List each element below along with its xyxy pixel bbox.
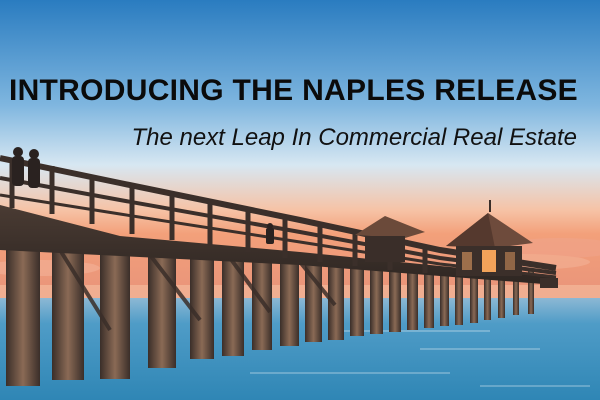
headline: INTRODUCING THE NAPLES RELEASE — [8, 74, 578, 107]
subheadline: The next Leap In Commercial Real Estate — [131, 124, 577, 151]
pier-pavilion-rear — [355, 216, 425, 262]
pier-pavilion — [446, 200, 533, 276]
people-silhouettes — [12, 147, 274, 244]
pier-deck — [0, 205, 556, 285]
pier-piles — [6, 236, 534, 386]
